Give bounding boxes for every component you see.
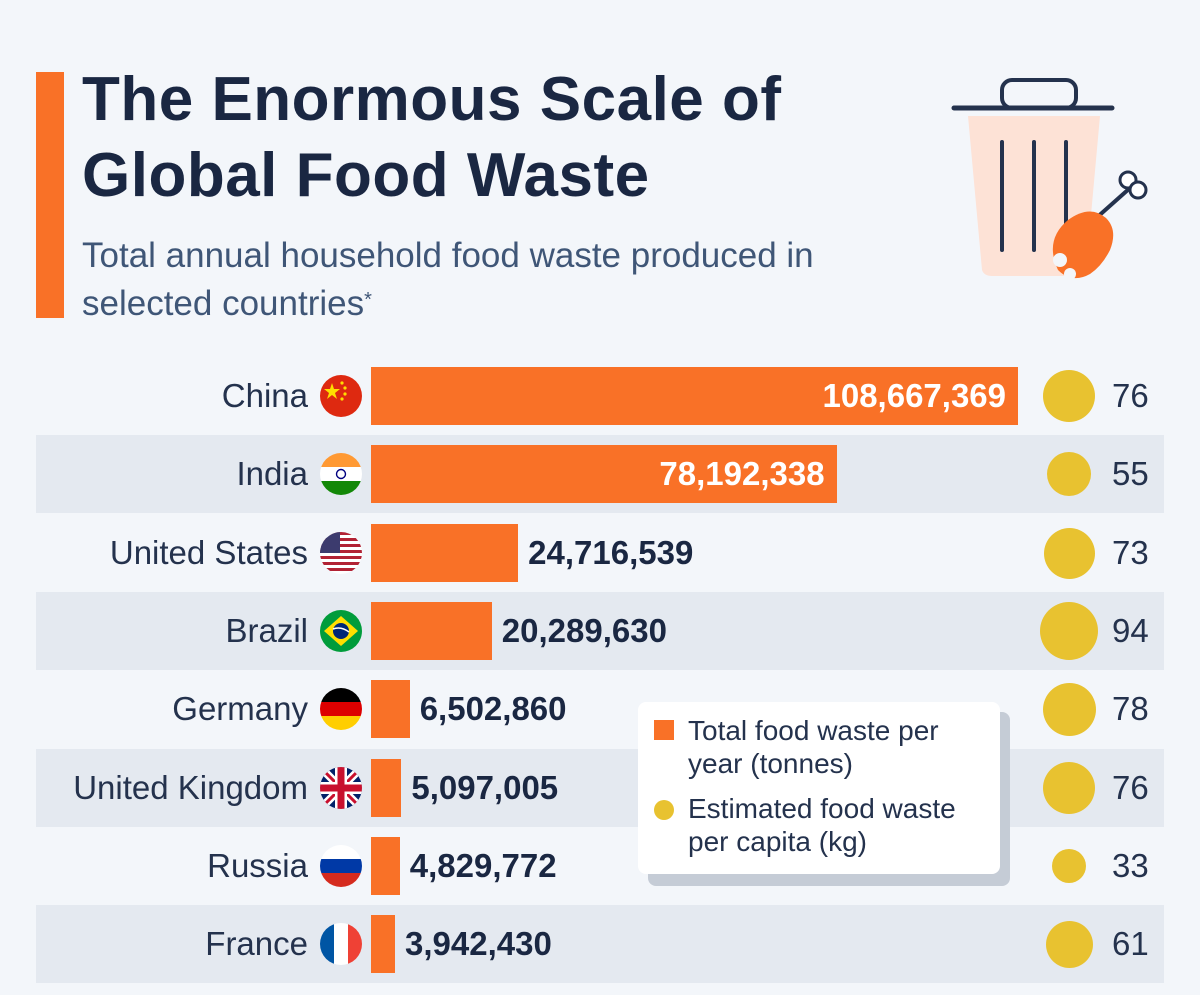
country-label: United States bbox=[109, 534, 308, 571]
per-capita-dot bbox=[1052, 849, 1086, 883]
legend-bar-swatch bbox=[654, 720, 674, 740]
total-waste-value: 78,192,338 bbox=[659, 455, 825, 492]
france-flag-icon bbox=[320, 923, 362, 965]
trash-can-icon bbox=[951, 78, 1148, 280]
country-label: India bbox=[236, 455, 308, 492]
country-label: China bbox=[221, 377, 308, 414]
total-waste-bar bbox=[371, 602, 492, 660]
legend-dot-label: Estimated food waste per capita (kg) bbox=[688, 793, 956, 857]
chart-row: France 3,942,430 61 bbox=[0, 915, 1200, 993]
page-subtitle: Total annual household food waste produc… bbox=[82, 232, 942, 328]
russia-flag-icon bbox=[320, 845, 362, 887]
chart-row: China 108,667,369 76 bbox=[0, 367, 1200, 445]
brazil-flag-icon bbox=[320, 610, 362, 652]
chart-row: United States 24,716,539 73 bbox=[0, 524, 1200, 602]
total-waste-bar bbox=[371, 524, 519, 582]
per-capita-value: 73 bbox=[1112, 534, 1149, 571]
china-flag-icon bbox=[320, 375, 362, 417]
chart-row: United Kingdom 5,097,005 76 bbox=[0, 759, 1200, 837]
per-capita-dot bbox=[1042, 682, 1096, 736]
per-capita-value: 76 bbox=[1112, 377, 1149, 414]
total-waste-value: 5,097,005 bbox=[411, 769, 559, 806]
subtitle-text: Total annual household food waste produc… bbox=[82, 236, 814, 323]
per-capita-dot bbox=[1047, 452, 1091, 496]
legend: Total food waste per year (tonnes) Estim… bbox=[638, 702, 1000, 874]
country-label: Germany bbox=[172, 690, 308, 727]
total-waste-bar bbox=[371, 915, 395, 973]
united-states-flag-icon bbox=[320, 532, 362, 574]
total-waste-bar bbox=[371, 837, 400, 895]
row-stripe bbox=[36, 435, 1164, 513]
per-capita-value: 55 bbox=[1112, 455, 1149, 492]
total-waste-value: 24,716,539 bbox=[528, 534, 694, 571]
per-capita-dot bbox=[1040, 602, 1098, 660]
germany-flag-icon bbox=[320, 688, 362, 730]
total-waste-bar bbox=[371, 367, 1018, 425]
per-capita-value: 76 bbox=[1112, 769, 1149, 806]
total-waste-value: 20,289,630 bbox=[501, 612, 667, 649]
per-capita-dot bbox=[1043, 370, 1095, 422]
total-waste-bar bbox=[371, 759, 402, 817]
per-capita-value: 94 bbox=[1112, 612, 1149, 649]
total-waste-value: 4,829,772 bbox=[409, 847, 557, 884]
legend-bar-label: Total food waste per year (tonnes) bbox=[688, 715, 939, 779]
chicken-drumstick-icon bbox=[1052, 170, 1148, 280]
chart-row: Germany 6,502,860 78 bbox=[0, 680, 1200, 758]
legend-dot-swatch bbox=[654, 800, 674, 820]
total-waste-bar bbox=[371, 445, 837, 503]
country-label: France bbox=[205, 925, 308, 962]
total-waste-value: 108,667,369 bbox=[822, 377, 1006, 414]
per-capita-value: 33 bbox=[1112, 847, 1149, 884]
row-stripe bbox=[36, 905, 1164, 983]
country-label: United Kingdom bbox=[73, 769, 308, 806]
page-title: The Enormous Scale of Global Food Waste bbox=[82, 65, 782, 210]
total-waste-bar bbox=[371, 680, 410, 738]
country-label: Brazil bbox=[225, 612, 308, 649]
per-capita-value: 78 bbox=[1112, 690, 1149, 727]
per-capita-dot bbox=[1045, 920, 1093, 968]
chart-row: Brazil 20,289,630 94 bbox=[0, 602, 1200, 680]
title-accent-bar bbox=[36, 72, 64, 318]
chart-row: Russia 4,829,772 33 bbox=[0, 837, 1200, 915]
subtitle-footnote-mark: * bbox=[364, 289, 372, 311]
total-waste-value: 3,942,430 bbox=[405, 925, 552, 962]
per-capita-dot bbox=[1043, 762, 1095, 814]
india-flag-icon bbox=[320, 453, 362, 495]
total-waste-value: 6,502,860 bbox=[419, 690, 567, 727]
row-stripe bbox=[36, 592, 1164, 670]
per-capita-value: 61 bbox=[1112, 925, 1149, 962]
united-kingdom-flag-icon bbox=[320, 767, 362, 809]
per-capita-dot bbox=[1043, 527, 1095, 579]
country-label: Russia bbox=[207, 847, 308, 884]
chart-row: India 78,192,338 55 bbox=[0, 445, 1200, 523]
